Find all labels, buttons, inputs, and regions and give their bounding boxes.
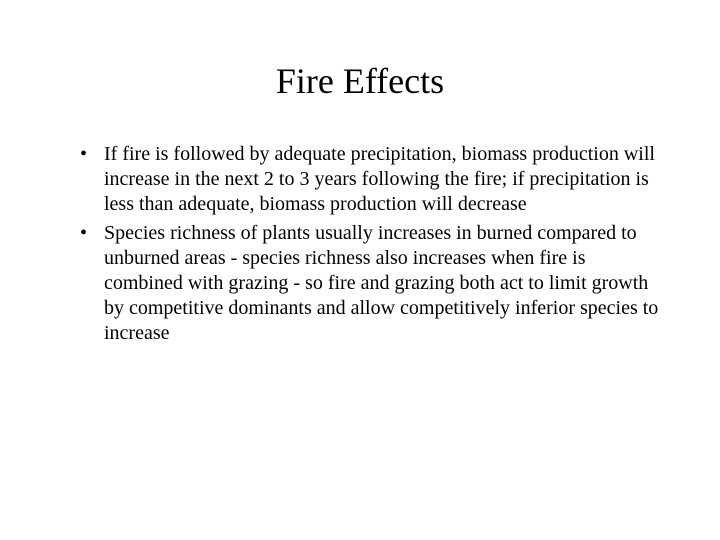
list-item: If fire is followed by adequate precipit… [80, 142, 660, 217]
slide-title: Fire Effects [60, 60, 660, 102]
list-item: Species richness of plants usually incre… [80, 221, 660, 346]
bullet-list: If fire is followed by adequate precipit… [60, 142, 660, 346]
